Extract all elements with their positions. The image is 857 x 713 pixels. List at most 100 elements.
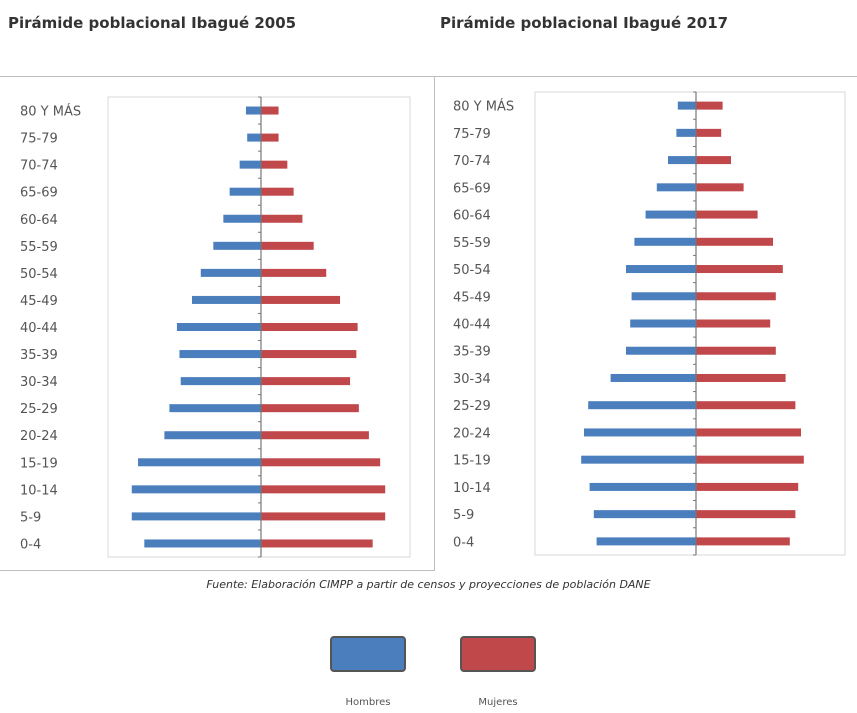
bar-mujeres bbox=[261, 106, 279, 115]
bar-hombres bbox=[180, 377, 261, 386]
bar-hombres bbox=[164, 431, 261, 440]
bar-hombres bbox=[645, 210, 696, 219]
bar-mujeres bbox=[696, 292, 776, 301]
tick-label: 55-59 bbox=[453, 236, 491, 251]
bar-mujeres bbox=[696, 455, 804, 464]
bar-hombres bbox=[656, 183, 696, 192]
tick-label: 75-79 bbox=[453, 127, 491, 142]
bar-hombres bbox=[239, 160, 261, 169]
bar-mujeres bbox=[261, 485, 386, 494]
bar-hombres bbox=[677, 101, 696, 110]
bar-hombres bbox=[668, 156, 696, 165]
bar-mujeres bbox=[261, 187, 294, 196]
legend-label-mujeres: Mujeres bbox=[478, 697, 518, 708]
bar-mujeres bbox=[696, 537, 790, 546]
tick-label: 75-79 bbox=[20, 132, 58, 147]
bar-hombres bbox=[589, 482, 696, 491]
tick-label: 80 Y MÁS bbox=[453, 99, 514, 115]
tick-label: 65-69 bbox=[20, 186, 58, 201]
tick-label: 25-29 bbox=[453, 399, 491, 414]
bar-mujeres bbox=[261, 350, 357, 359]
tick-label: 70-74 bbox=[453, 154, 491, 169]
bar-mujeres bbox=[261, 323, 358, 331]
bar-mujeres bbox=[696, 428, 801, 437]
frame-divider bbox=[434, 76, 435, 571]
tick-label: 0-4 bbox=[20, 537, 41, 552]
bar-hombres bbox=[593, 510, 696, 519]
tick-label: 65-69 bbox=[453, 181, 491, 196]
bar-mujeres bbox=[696, 156, 731, 165]
bar-mujeres bbox=[696, 373, 786, 382]
bar-mujeres bbox=[261, 377, 351, 386]
tick-label: 10-14 bbox=[20, 483, 58, 498]
bar-mujeres bbox=[696, 482, 799, 491]
bar-mujeres bbox=[261, 512, 386, 521]
bar-hombres bbox=[247, 133, 261, 142]
tick-label: 60-64 bbox=[20, 213, 58, 228]
bar-hombres bbox=[596, 537, 696, 546]
tick-label: 40-44 bbox=[20, 321, 58, 336]
bar-hombres bbox=[176, 323, 261, 331]
tick-label: 30-34 bbox=[453, 372, 491, 387]
bar-hombres bbox=[138, 458, 261, 467]
tick-label: 45-49 bbox=[453, 290, 491, 305]
bar-hombres bbox=[626, 265, 696, 274]
bar-mujeres bbox=[696, 101, 723, 110]
tick-label: 40-44 bbox=[453, 318, 491, 333]
bar-mujeres bbox=[261, 241, 314, 250]
plot-area bbox=[534, 91, 846, 556]
bar-mujeres bbox=[261, 458, 381, 467]
bar-hombres bbox=[223, 214, 261, 223]
frame-top bbox=[0, 76, 857, 77]
tick-label: 30-34 bbox=[20, 375, 58, 390]
bar-mujeres bbox=[261, 133, 279, 142]
tick-label: 25-29 bbox=[20, 402, 58, 417]
tick-label: 45-49 bbox=[20, 294, 58, 309]
bar-hombres bbox=[192, 295, 261, 304]
bar-mujeres bbox=[261, 404, 359, 413]
bar-mujeres bbox=[261, 268, 327, 277]
bar-hombres bbox=[630, 319, 696, 328]
bar-mujeres bbox=[261, 214, 303, 223]
tick-label: 70-74 bbox=[20, 159, 58, 174]
bar-mujeres bbox=[696, 128, 722, 137]
bar-hombres bbox=[676, 128, 696, 137]
bar-hombres bbox=[179, 350, 261, 359]
bar-mujeres bbox=[696, 510, 796, 519]
tick-label: 80 Y MÁS bbox=[20, 104, 81, 120]
tick-label: 35-39 bbox=[453, 345, 491, 360]
tick-label: 55-59 bbox=[20, 240, 58, 255]
tick-label: 15-19 bbox=[453, 454, 491, 469]
bar-mujeres bbox=[696, 346, 776, 355]
tick-label: 5-9 bbox=[453, 508, 474, 523]
bar-hombres bbox=[626, 346, 696, 355]
bar-hombres bbox=[131, 512, 261, 521]
bar-mujeres bbox=[261, 160, 288, 169]
bar-hombres bbox=[610, 373, 696, 382]
bar-hombres bbox=[631, 292, 696, 301]
frame-bottom-left bbox=[0, 570, 435, 571]
bar-hombres bbox=[144, 539, 261, 548]
bar-mujeres bbox=[696, 237, 773, 246]
tick-label: 15-19 bbox=[20, 456, 58, 471]
tick-label: 0-4 bbox=[453, 535, 474, 550]
bar-hombres bbox=[229, 187, 261, 196]
legend-swatch-mujeres bbox=[460, 636, 536, 672]
tick-label: 20-24 bbox=[453, 426, 491, 441]
bar-hombres bbox=[588, 401, 696, 410]
bar-mujeres bbox=[696, 401, 796, 410]
tick-label: 20-24 bbox=[20, 429, 58, 444]
bar-mujeres bbox=[261, 295, 341, 304]
legend-swatch-hombres bbox=[330, 636, 406, 672]
tick-label: 60-64 bbox=[453, 209, 491, 224]
bar-mujeres bbox=[696, 265, 783, 274]
chart-title-2017: Pirámide poblacional Ibagué 2017 bbox=[440, 14, 729, 32]
bar-hombres bbox=[634, 237, 696, 246]
tick-label: 50-54 bbox=[453, 263, 491, 278]
bar-hombres bbox=[131, 485, 261, 494]
bar-mujeres bbox=[696, 319, 771, 328]
bar-mujeres bbox=[696, 183, 744, 192]
tick-label: 5-9 bbox=[20, 510, 41, 525]
